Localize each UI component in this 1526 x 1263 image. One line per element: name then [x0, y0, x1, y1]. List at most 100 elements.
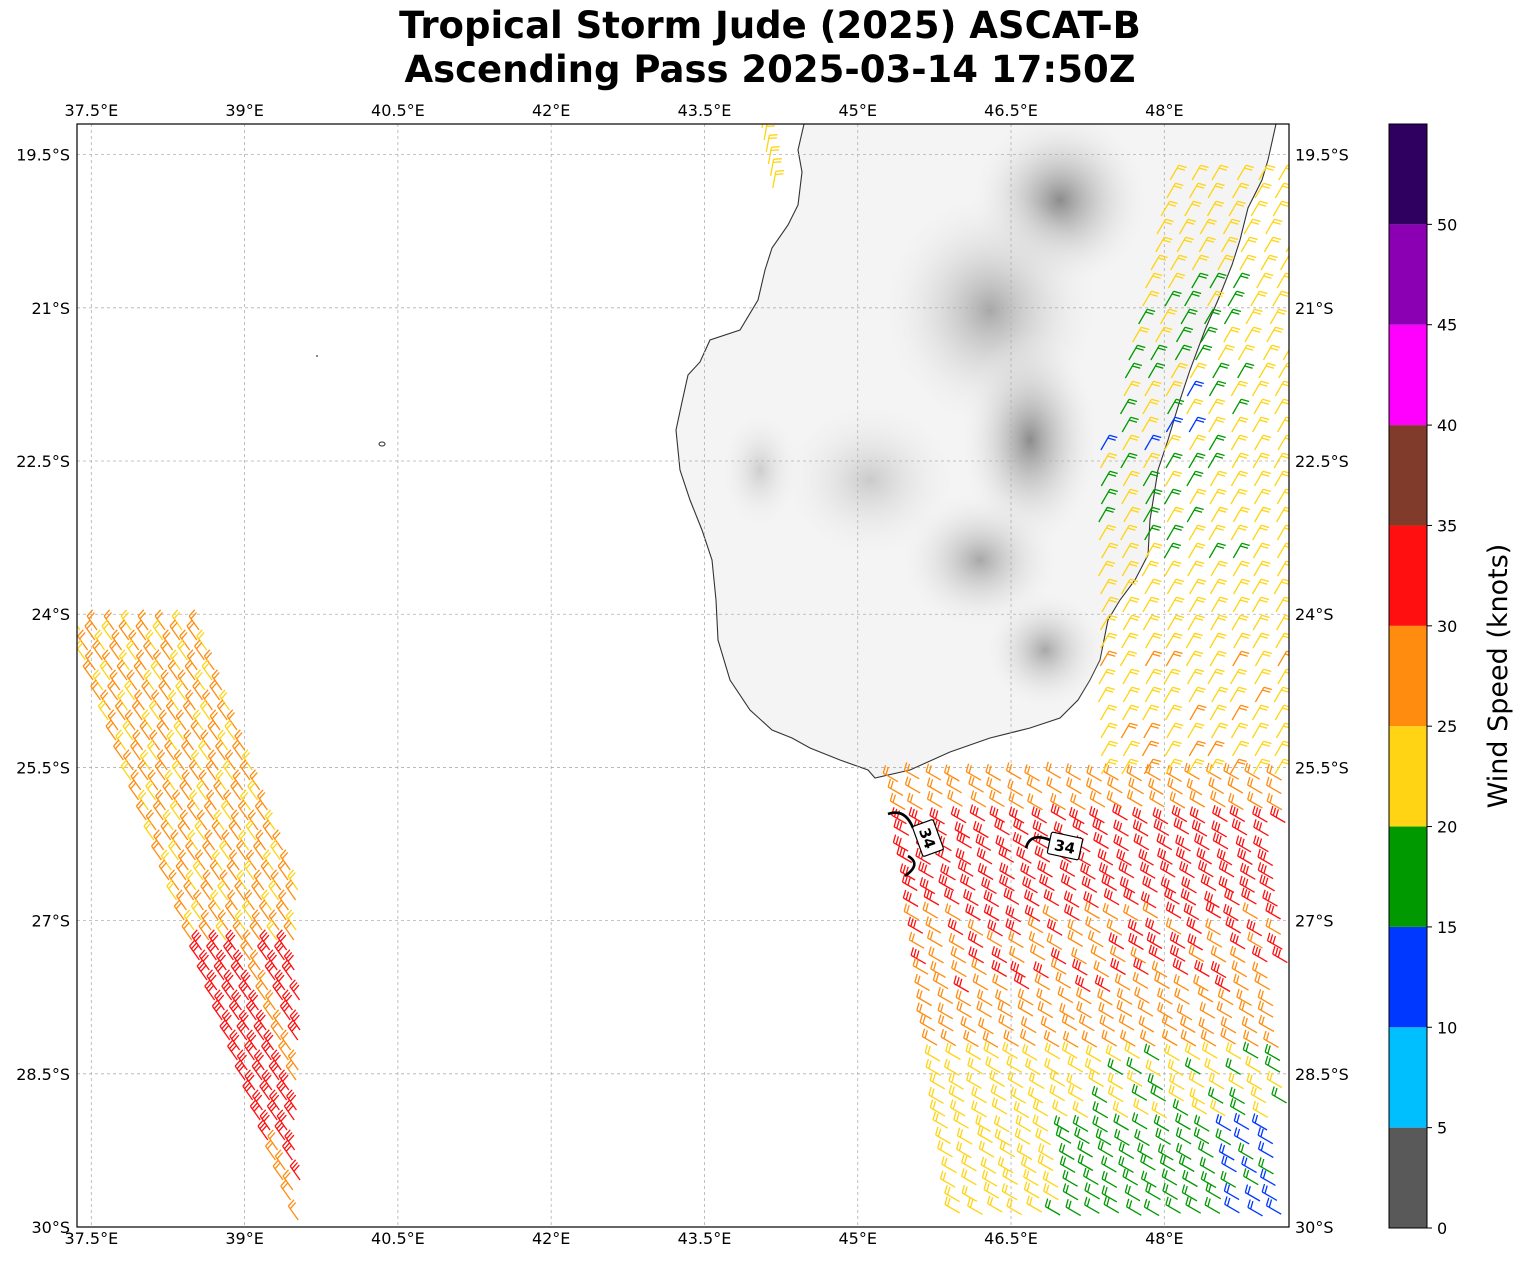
wind-barb [1258, 362, 1276, 379]
wind-barb [1071, 947, 1087, 965]
wind-barb [234, 879, 246, 901]
wind-barb [1119, 876, 1136, 894]
wind-barb [160, 819, 172, 841]
wind-barb [891, 807, 907, 825]
wind-barb [1224, 888, 1240, 906]
wind-barb [1016, 846, 1032, 864]
wind-barb [971, 1086, 987, 1104]
wind-barb [1246, 776, 1263, 794]
wind-barb [130, 739, 141, 761]
wind-barb [1050, 947, 1067, 965]
wind-barb [1233, 973, 1249, 991]
wind-barb [1037, 1001, 1054, 1019]
wind-barb [220, 799, 232, 821]
wind-barb [1163, 668, 1181, 685]
wind-barb [1063, 890, 1080, 908]
wind-barb [1060, 873, 1077, 891]
wind-barb [1208, 434, 1226, 451]
lon-tick-label-bottom: 48°E [1145, 1229, 1183, 1248]
wind-barb [1098, 668, 1116, 685]
wind-barb [1013, 1101, 1030, 1119]
wind-barb [1007, 779, 1023, 797]
wind-barb [1254, 506, 1272, 523]
wind-barb [1122, 1168, 1139, 1186]
wind-barb [268, 1059, 280, 1081]
wind-barb [994, 989, 1011, 1007]
wind-barb [1165, 758, 1183, 775]
wind-barb [1230, 488, 1248, 505]
wind-barb [1050, 792, 1066, 811]
wind-barb [929, 1099, 946, 1117]
wind-barb [1005, 905, 1022, 923]
wind-barb [918, 861, 934, 879]
wind-barb [1179, 1015, 1196, 1034]
wind-barb [1257, 1000, 1274, 1018]
wind-barb [1239, 862, 1256, 880]
wind-barb [1021, 1043, 1038, 1061]
lon-tick-label-top: 39°E [225, 101, 263, 120]
wind-barb [1067, 929, 1084, 948]
wind-barb [1179, 861, 1195, 879]
wind-barb [969, 804, 986, 822]
wind-barb [289, 1159, 301, 1181]
wind-barb [1250, 1086, 1267, 1104]
wind-barb [285, 879, 297, 901]
wind-barb [200, 879, 212, 901]
wind-barb [201, 659, 213, 681]
wind-barb [257, 939, 268, 961]
wind-barb [1186, 506, 1204, 523]
wind-barb [1119, 650, 1138, 667]
wind-barb [141, 679, 153, 701]
wind-barb [1251, 596, 1270, 613]
wind-barb [1120, 578, 1139, 595]
wind-barb [118, 619, 130, 641]
wind-barb [1181, 1184, 1198, 1202]
wind-barb [249, 1099, 261, 1121]
colorbar-tick-label: 45 [1437, 316, 1457, 335]
wind-barb [1132, 819, 1149, 837]
wind-barb [994, 818, 1010, 836]
wind-barb [1153, 818, 1170, 836]
wind-barb [1244, 1184, 1261, 1202]
wind-barb [143, 639, 154, 661]
wind-barb [1220, 1170, 1237, 1188]
wind-barb [919, 1014, 936, 1032]
colorbar-bin [1389, 324, 1427, 426]
wind-barb [1166, 524, 1184, 541]
lon-tick-label-bottom: 43.5°E [678, 1229, 732, 1248]
lon-tick-label-top: 46.5°E [984, 101, 1038, 120]
lat-tick-label-right: 28.5°S [1295, 1065, 1349, 1084]
wind-barb [169, 799, 181, 821]
wind-barb [147, 739, 158, 761]
wind-barb [1121, 758, 1139, 775]
wind-barb [1037, 1153, 1054, 1172]
wind-barb [997, 1156, 1014, 1174]
wind-barb [1149, 790, 1165, 808]
wind-barb [1216, 848, 1233, 866]
wind-barb [1097, 1140, 1114, 1158]
wind-barb [1212, 832, 1229, 850]
wind-barb [1228, 792, 1244, 811]
wind-barb [1027, 916, 1044, 934]
wind-barb [190, 719, 202, 741]
wind-barb [1165, 917, 1182, 935]
wind-barb [1189, 704, 1207, 721]
lat-tick-label-left: 27°S [31, 912, 70, 931]
wind-barb [1198, 1017, 1215, 1035]
wind-barb [906, 792, 923, 810]
wind-barb [772, 170, 785, 189]
wind-barb [1275, 632, 1289, 649]
colorbar-tick-label: 35 [1437, 516, 1457, 535]
wind-barb [1122, 668, 1140, 685]
wind-barb [1020, 1156, 1037, 1174]
wind-barb [205, 759, 217, 781]
wind-barb [1186, 778, 1203, 796]
wind-barb [1006, 1055, 1023, 1073]
wind-barb [1208, 1072, 1225, 1090]
wind-barb [1196, 847, 1213, 865]
wind-barb [1083, 891, 1099, 909]
wind-barb [1132, 971, 1149, 989]
wind-barb [1199, 1156, 1216, 1174]
wind-barb [983, 1181, 1000, 1199]
wind-barb [213, 959, 225, 981]
